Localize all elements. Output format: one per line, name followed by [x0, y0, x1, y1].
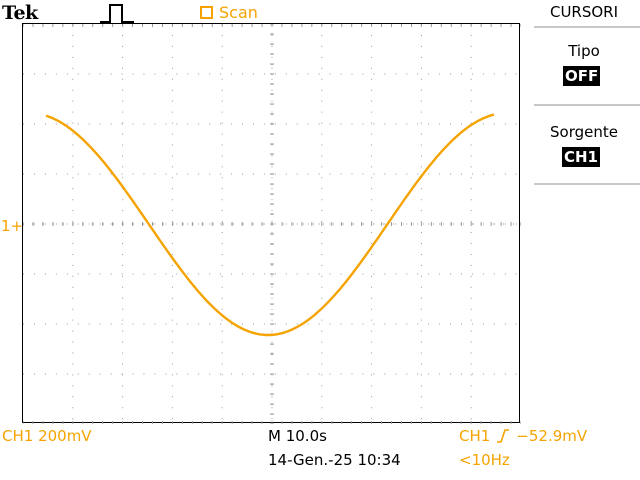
mode-label: Scan: [219, 2, 258, 22]
trigger-readout: CH1 −52.9mV: [459, 427, 587, 445]
menu-divider: [534, 104, 640, 106]
square-outline-icon: [200, 5, 213, 19]
menu-item-sorgente-label: Sorgente: [550, 123, 618, 141]
acquisition-mode: Scan: [200, 1, 258, 23]
square-pulse-icon: [100, 4, 134, 23]
timebase-readout: M 10.0s: [268, 427, 327, 445]
channel1-trace: [45, 113, 495, 337]
menu-title: CURSORI: [549, 3, 619, 21]
trigger-channel: CH1: [459, 427, 491, 445]
channel-ground-marker: 1+: [1, 217, 24, 235]
menu-divider: [534, 26, 640, 28]
menu-divider: [534, 183, 640, 185]
channel-scale-readout: CH1 200mV: [2, 427, 92, 445]
menu-item-tipo-value[interactable]: OFF: [563, 66, 601, 86]
trigger-frequency: <10Hz: [459, 451, 510, 469]
date-time-readout: 14-Gen.-25 10:34: [268, 451, 401, 469]
rising-edge-icon: [497, 429, 510, 443]
brand-logo: Tek: [2, 2, 38, 24]
graticule: [23, 24, 521, 424]
waveform-display: [22, 23, 521, 424]
menu-item-sorgente-value[interactable]: CH1: [562, 147, 600, 167]
side-menu: CURSORI Tipo OFF Sorgente CH1: [528, 0, 640, 480]
trigger-level: −52.9mV: [516, 427, 588, 445]
menu-item-tipo-label: Tipo: [568, 42, 600, 60]
